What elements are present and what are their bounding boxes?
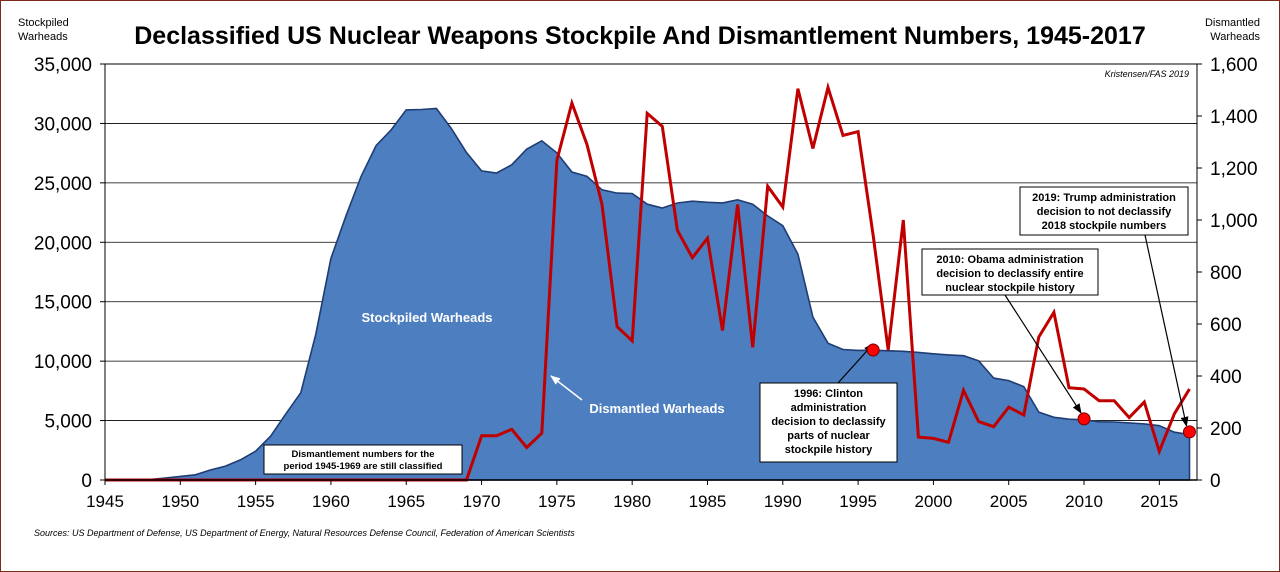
annotation-arrow: [1004, 294, 1082, 414]
right-tick-label: 0: [1210, 471, 1221, 492]
left-tick-label: 10,000: [34, 352, 92, 373]
right-tick-label: 200: [1210, 419, 1242, 440]
right-axis-label: Warheads: [1210, 31, 1260, 43]
stockpile-area-layer: [104, 107, 1191, 481]
dismantled-pointer-arrow: [550, 375, 583, 401]
source-note: Sources: US Department of Defense, US De…: [34, 528, 575, 538]
left-tick-label: 25,000: [34, 174, 92, 195]
x-tick-label: 1945: [86, 492, 124, 511]
event-marker: [1077, 412, 1091, 426]
annotation-text: administration: [791, 402, 867, 414]
dismantled-label: Dismantled Warheads: [589, 401, 724, 416]
classified-note-box: [263, 444, 463, 475]
right-tick-label: 1,200: [1210, 159, 1258, 180]
event-marker: [866, 343, 880, 357]
credit: Kristensen/FAS 2019: [1105, 69, 1189, 79]
annotation-text: 1996: Clinton: [794, 388, 863, 400]
left-axis-label: Stockpiled: [18, 17, 69, 29]
x-tick-label: 1980: [613, 492, 651, 511]
annotation-box: [759, 382, 898, 463]
annotation-text: 2010: Obama administration: [936, 254, 1084, 266]
chart-title: Declassified US Nuclear Weapons Stockpil…: [134, 22, 1145, 50]
dismantled-line: [105, 81, 1191, 482]
x-tick-label: 1955: [237, 492, 275, 511]
annotation-text: decision to declassify entire: [936, 268, 1083, 280]
right-tick-label: 1,600: [1210, 55, 1258, 76]
x-tick-label: 1950: [161, 492, 199, 511]
left-tick-label: 35,000: [34, 55, 92, 76]
right-tick-label: 800: [1210, 263, 1242, 284]
left-tick-label: 20,000: [34, 233, 92, 254]
text-layer: Declassified US Nuclear Weapons Stockpil…: [18, 17, 1260, 538]
left-axis-label: Warheads: [18, 31, 68, 43]
x-tick-label: 2010: [1065, 492, 1103, 511]
annotation-text: 2019: Trump administration: [1032, 192, 1176, 204]
x-tick-label: 1960: [312, 492, 350, 511]
left-tick-label: 30,000: [34, 114, 92, 135]
x-tick-label: 1990: [764, 492, 802, 511]
stockpiled-label: Stockpiled Warheads: [362, 310, 493, 325]
left-tick-label: 15,000: [34, 293, 92, 314]
annotation-text: stockpile history: [785, 444, 873, 456]
stockpile-area: [104, 107, 1191, 481]
annotation-text: decision to not declassify: [1037, 206, 1172, 218]
x-tick-label: 1985: [689, 492, 727, 511]
right-tick-label: 400: [1210, 367, 1242, 388]
dismantled-line-layer: [105, 81, 1191, 482]
annotation-box: [1019, 186, 1189, 236]
left-tick-label: 5,000: [44, 412, 92, 433]
x-tick-label: 1965: [387, 492, 425, 511]
annotation-text: decision to declassify: [771, 416, 886, 428]
axes: 0 5,000 10,000 15,000 20,000 25,000 30,000 35,0…: [34, 55, 1258, 511]
x-tick-label: 2015: [1140, 492, 1178, 511]
classified-note-line: period 1945-1969 are still classified: [284, 461, 443, 472]
x-tick-label: 1975: [538, 492, 576, 511]
right-tick-label: 1,000: [1210, 211, 1258, 232]
annotation-text: 2018 stockpile numbers: [1042, 220, 1167, 232]
left-tick-label: 0: [81, 471, 92, 492]
classified-note-line: Dismantlement numbers for the: [291, 449, 434, 460]
right-tick-label: 600: [1210, 315, 1242, 336]
event-marker: [1182, 425, 1196, 439]
annotation-text: nuclear stockpile history: [945, 282, 1075, 294]
right-axis-label: Dismantled: [1205, 17, 1260, 29]
annotation-arrow: [1144, 234, 1189, 427]
x-tick-label: 2000: [914, 492, 952, 511]
x-tick-label: 2005: [990, 492, 1028, 511]
annotation-text: parts of nuclear: [787, 430, 870, 442]
x-tick-label: 1995: [839, 492, 877, 511]
x-tick-label: 1970: [463, 492, 501, 511]
annotation-box: [921, 248, 1099, 296]
right-tick-label: 1,400: [1210, 107, 1258, 128]
